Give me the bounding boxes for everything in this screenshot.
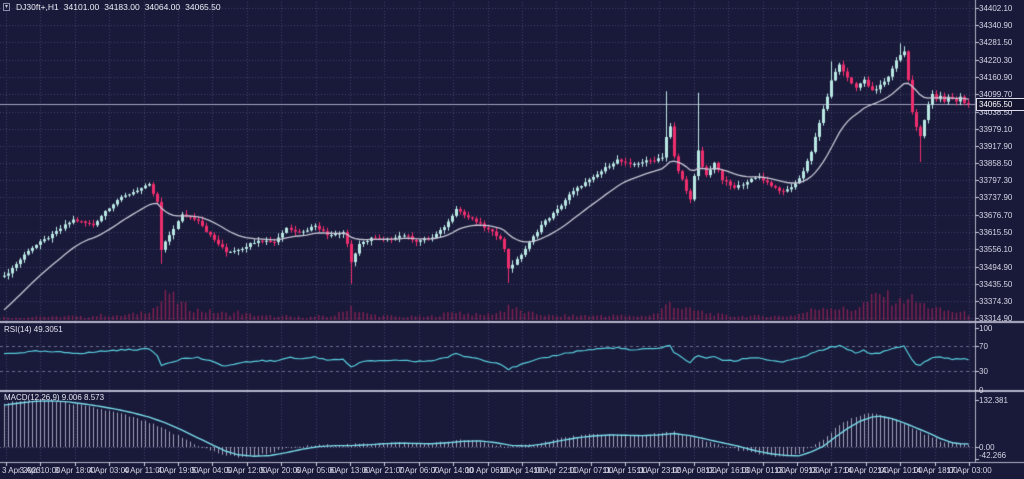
price-axis-label: 34160.90 <box>979 73 1013 82</box>
price-axis-label: 34099.70 <box>979 90 1013 99</box>
time-axis-label: 10 Apr 06:00 <box>465 466 511 475</box>
time-axis-label: 5 Apr 12:00 <box>226 466 268 475</box>
rsi-scale-label: 0 <box>979 386 984 395</box>
rsi-scale-label: 30 <box>979 367 988 376</box>
time-axis-label: 6 Apr 05:00 <box>295 466 337 475</box>
time-axis-label: 12 Apr 08:00 <box>671 466 717 475</box>
price-axis-label: 33314.90 <box>979 314 1013 323</box>
time-axis-label: 10 Apr 14:00 <box>499 466 545 475</box>
time-axis-label: 13 Apr 17:00 <box>808 466 854 475</box>
price-axis-label: 34281.50 <box>979 38 1013 47</box>
time-axis-label: 12 Apr 16:00 <box>705 466 751 475</box>
time-axis-label: 4 Apr 11:00 <box>123 466 165 475</box>
time-axis-label: 4 Apr 03:00 <box>88 466 130 475</box>
price-axis-label: 33917.90 <box>979 142 1013 151</box>
time-axis-label: 13 Apr 09:00 <box>774 466 820 475</box>
time-axis-label: 6 Apr 21:00 <box>363 466 405 475</box>
time-axis-label: 6 Apr 13:00 <box>329 466 371 475</box>
macd-scale-label: -42.266 <box>979 451 1007 460</box>
time-axis-label: 5 Apr 04:00 <box>191 466 233 475</box>
price-axis-label: 34038.50 <box>979 108 1013 117</box>
open-value: 34101.00 <box>63 2 100 12</box>
time-axis-label: 3 Apr 10:00 <box>19 466 61 475</box>
price-axis-label: 34220.30 <box>979 56 1013 65</box>
high-value: 34183.00 <box>104 2 140 12</box>
price-axis-label: 33737.90 <box>979 193 1013 202</box>
time-axis-label: 7 Apr 06:00 <box>398 466 440 475</box>
time-axis-label: 4 Apr 19:00 <box>157 466 199 475</box>
time-axis-label: 3 Apr 18:00 <box>54 466 96 475</box>
price-axis-label: 33676.70 <box>979 211 1013 220</box>
price-axis-label: 33374.30 <box>979 297 1013 306</box>
time-axis-label: 14 Apr 18:00 <box>912 466 958 475</box>
symbol-period-label: DJ30ft+,H1 <box>16 2 59 12</box>
time-axis-label: 14 Apr 02:00 <box>843 466 889 475</box>
rsi-scale-label: 100 <box>979 324 993 333</box>
price-axis-label: 33615.50 <box>979 228 1013 237</box>
price-axis-label: 34402.10 <box>979 4 1013 13</box>
price-axis-label: 33494.90 <box>979 263 1013 272</box>
rsi-indicator-label: RSI(14) 49.3051 <box>4 325 63 334</box>
chart-ohlc-title: ▾ DJ30ft+,H1 34101.00 34183.00 34064.00 … <box>3 2 221 12</box>
time-axis-label: 13 Apr 01:00 <box>740 466 786 475</box>
time-axis-label: 7 Apr 14:00 <box>432 466 474 475</box>
price-axis-label: 33556.10 <box>979 245 1013 254</box>
macd-indicator-label: MACD(12,26,9) 9.006 8.573 <box>4 393 105 402</box>
macd-scale-label: 132.381 <box>979 396 1008 405</box>
time-axis-label: 3 Apr 2023 <box>2 466 41 475</box>
time-axis-label: 17 Apr 03:00 <box>946 466 992 475</box>
time-axis-label: 14 Apr 10:00 <box>877 466 923 475</box>
time-axis-label: 5 Apr 20:00 <box>260 466 302 475</box>
time-axis-label: 11 Apr 23:00 <box>636 466 682 475</box>
time-axis-label: 11 Apr 07:00 <box>568 466 614 475</box>
current-price-tag: 34065.50 <box>976 98 1024 111</box>
price-axis-label: 33979.10 <box>979 125 1013 134</box>
price-axis-label: 33858.50 <box>979 159 1013 168</box>
symbol-dropdown-icon[interactable]: ▾ <box>3 3 11 11</box>
price-axis-label: 33435.50 <box>979 280 1013 289</box>
price-axis-label: 34340.90 <box>979 21 1013 30</box>
time-axis-label: 11 Apr 15:00 <box>602 466 648 475</box>
macd-scale-label: 0.00 <box>979 443 995 452</box>
rsi-scale-label: 70 <box>979 342 988 351</box>
close-value: 34065.50 <box>185 2 221 12</box>
price-axis-label: 33797.30 <box>979 176 1013 185</box>
time-axis-label: 10 Apr 22:00 <box>533 466 579 475</box>
low-value: 34064.00 <box>144 2 181 12</box>
